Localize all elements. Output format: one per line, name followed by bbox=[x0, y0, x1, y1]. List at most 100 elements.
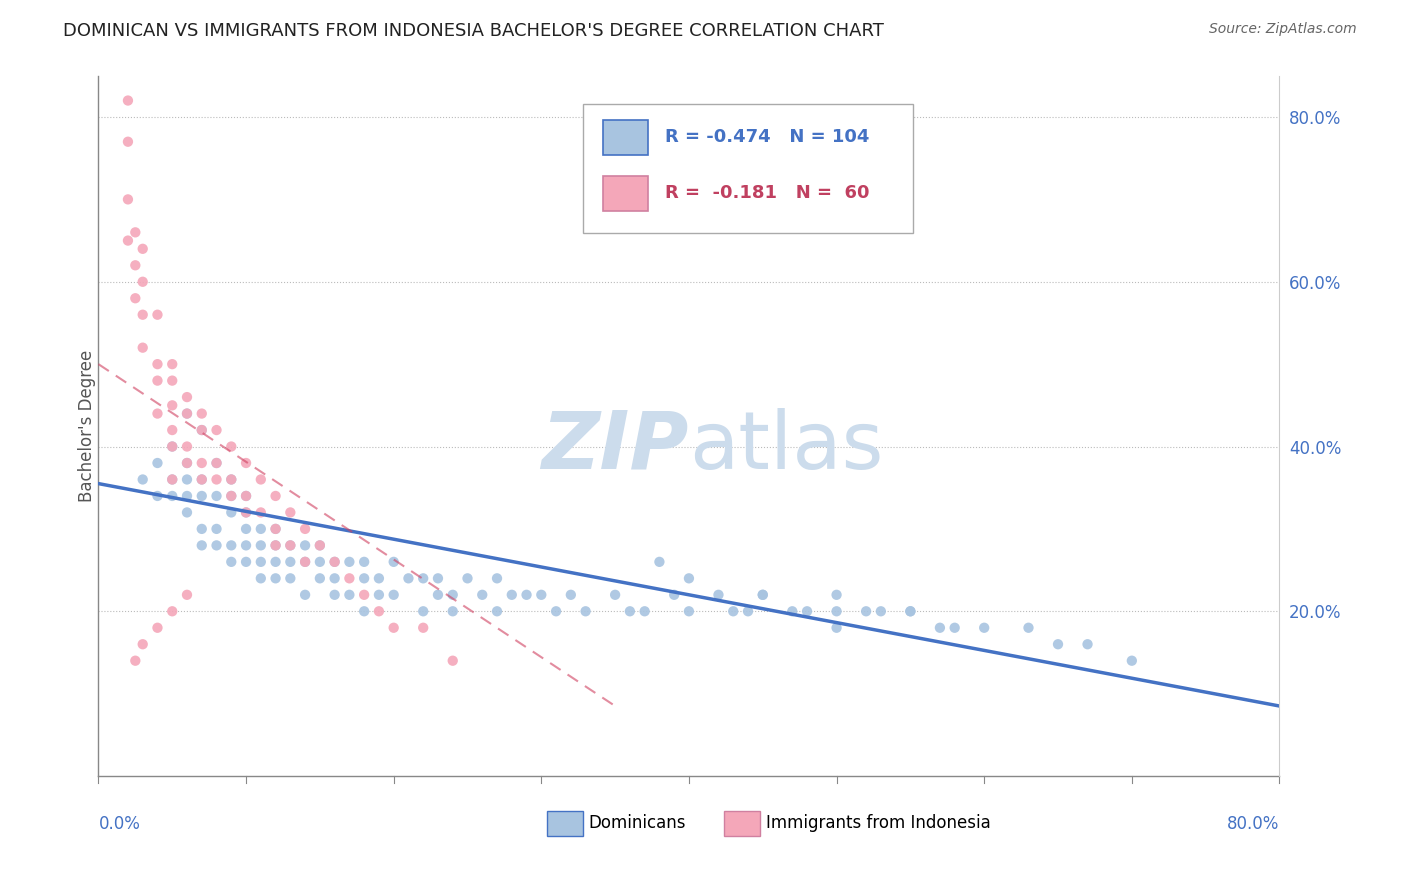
Point bbox=[176, 588, 198, 602]
Point bbox=[264, 571, 287, 585]
Point bbox=[294, 555, 316, 569]
FancyBboxPatch shape bbox=[724, 811, 759, 836]
Text: 0.0%: 0.0% bbox=[98, 814, 141, 832]
Point bbox=[132, 473, 155, 487]
Point bbox=[162, 440, 183, 454]
Point bbox=[146, 489, 169, 503]
Point bbox=[117, 193, 139, 207]
Point bbox=[737, 604, 759, 618]
Point bbox=[132, 341, 155, 355]
Point bbox=[162, 440, 183, 454]
Point bbox=[235, 522, 257, 536]
Point bbox=[191, 423, 214, 437]
Point bbox=[486, 571, 509, 585]
Point bbox=[294, 522, 316, 536]
Point bbox=[132, 637, 155, 651]
Text: 80.0%: 80.0% bbox=[1227, 814, 1279, 832]
Point bbox=[619, 604, 641, 618]
Point bbox=[634, 604, 657, 618]
Point bbox=[221, 440, 243, 454]
Point bbox=[250, 522, 273, 536]
Point bbox=[235, 538, 257, 552]
Point bbox=[516, 588, 538, 602]
Point bbox=[825, 621, 848, 635]
FancyBboxPatch shape bbox=[547, 811, 582, 836]
Point bbox=[457, 571, 479, 585]
FancyBboxPatch shape bbox=[582, 103, 914, 234]
Point bbox=[162, 604, 183, 618]
Point bbox=[235, 555, 257, 569]
Point bbox=[678, 604, 700, 618]
Text: Source: ZipAtlas.com: Source: ZipAtlas.com bbox=[1209, 22, 1357, 37]
Text: R = -0.474   N = 104: R = -0.474 N = 104 bbox=[665, 128, 870, 146]
Point bbox=[280, 538, 302, 552]
Point bbox=[929, 621, 952, 635]
Point bbox=[294, 538, 316, 552]
Point bbox=[191, 538, 214, 552]
Point bbox=[486, 604, 509, 618]
Point bbox=[146, 374, 169, 388]
Point bbox=[191, 407, 214, 421]
FancyBboxPatch shape bbox=[603, 120, 648, 155]
Point bbox=[176, 505, 198, 519]
Point bbox=[441, 654, 464, 668]
Point bbox=[309, 538, 332, 552]
Point bbox=[280, 538, 302, 552]
Point bbox=[678, 571, 700, 585]
Point bbox=[382, 621, 405, 635]
Point bbox=[546, 604, 568, 618]
Point bbox=[368, 571, 391, 585]
Point bbox=[412, 621, 434, 635]
Point bbox=[124, 291, 146, 305]
Point bbox=[339, 555, 361, 569]
Point bbox=[530, 588, 553, 602]
Point bbox=[280, 505, 302, 519]
Point bbox=[353, 555, 375, 569]
Point bbox=[176, 407, 198, 421]
Point bbox=[176, 390, 198, 404]
Point bbox=[280, 571, 302, 585]
Point bbox=[1077, 637, 1099, 651]
Point bbox=[382, 555, 405, 569]
Point bbox=[353, 571, 375, 585]
Point bbox=[191, 473, 214, 487]
Point bbox=[353, 588, 375, 602]
Point bbox=[235, 505, 257, 519]
Point bbox=[855, 604, 877, 618]
Point bbox=[146, 456, 169, 470]
Point bbox=[235, 489, 257, 503]
Point bbox=[368, 604, 391, 618]
Point bbox=[441, 588, 464, 602]
Point bbox=[575, 604, 598, 618]
Point bbox=[221, 489, 243, 503]
Point bbox=[264, 522, 287, 536]
Point bbox=[412, 604, 434, 618]
Point bbox=[427, 588, 450, 602]
Point bbox=[648, 555, 671, 569]
Point bbox=[752, 588, 775, 602]
Point bbox=[162, 423, 183, 437]
Point bbox=[752, 588, 775, 602]
Point bbox=[132, 242, 155, 256]
Point bbox=[1121, 654, 1143, 668]
Point bbox=[205, 489, 228, 503]
Point bbox=[191, 489, 214, 503]
Point bbox=[162, 489, 183, 503]
Text: Dominicans: Dominicans bbox=[589, 814, 686, 832]
Point bbox=[900, 604, 922, 618]
Point bbox=[471, 588, 494, 602]
Point bbox=[205, 456, 228, 470]
Point bbox=[264, 538, 287, 552]
Point bbox=[176, 456, 198, 470]
Point bbox=[205, 538, 228, 552]
Point bbox=[146, 357, 169, 371]
Point bbox=[605, 588, 627, 602]
Point bbox=[1046, 637, 1070, 651]
Point bbox=[973, 621, 995, 635]
Point bbox=[117, 94, 139, 108]
Point bbox=[264, 522, 287, 536]
Point bbox=[441, 604, 464, 618]
Point bbox=[1018, 621, 1040, 635]
Point bbox=[323, 555, 346, 569]
FancyBboxPatch shape bbox=[603, 176, 648, 211]
